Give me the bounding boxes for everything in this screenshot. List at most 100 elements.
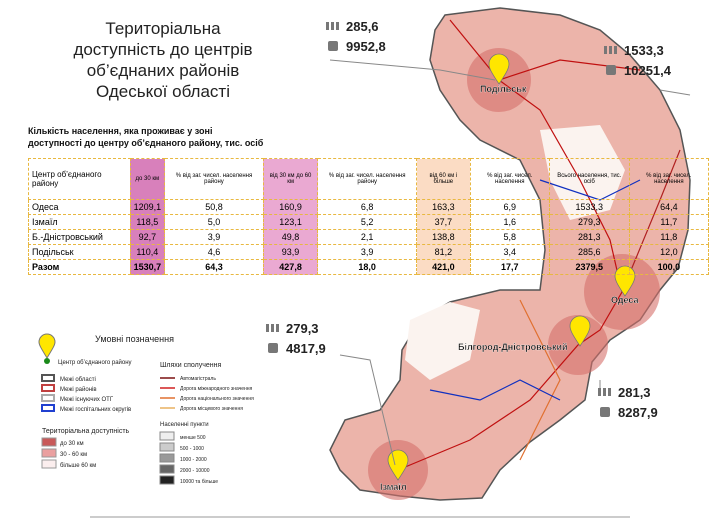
people-icon [276, 324, 279, 332]
title-line: доступність до центрів [73, 40, 253, 59]
callout-area: 8287,9 [618, 405, 658, 420]
table-cell: 110,4 [129, 244, 166, 260]
table-row: Одеса 1209,1 50,8 160,9 6,8 163,3 6,9 1533,3 64,… [28, 199, 709, 215]
legend-swatch [159, 475, 175, 485]
table-cell: 6,8 [317, 199, 418, 215]
callout-area: 9952,8 [346, 39, 386, 54]
legend-label: 1000 - 2000 [180, 457, 207, 463]
people-icon [609, 46, 612, 54]
people-icon [608, 388, 611, 396]
header-row: Центр об’єднаного району до 30 км% від за… [28, 158, 709, 200]
table-cell: 93,9 [262, 244, 319, 260]
table-cell: 421,0 [416, 259, 471, 275]
callout-population: 285,6 [346, 19, 379, 34]
legend-label: Дорога міжнародного значення [180, 386, 253, 392]
legend-subtitle: Шляхи сполучення [160, 362, 222, 369]
people-icon [271, 324, 274, 332]
table-cell: 1530,7 [129, 259, 166, 275]
legend-label: 10000 та більше [180, 479, 218, 485]
table-cell: 285,6 [548, 244, 630, 260]
title-line: Територіальна [105, 19, 221, 38]
legend-swatch [159, 431, 175, 441]
table-cell: 4,6 [164, 244, 264, 260]
legend-label: менше 500 [180, 435, 206, 441]
area-icon [268, 343, 278, 353]
legend-label: 500 - 1000 [180, 446, 204, 452]
table-cell: 427,8 [262, 259, 319, 275]
table-cell: 12,0 [628, 244, 709, 260]
legend-swatch [41, 448, 57, 458]
table-cell: 37,7 [416, 214, 471, 230]
legend-swatch [41, 374, 55, 382]
caption-line: доступності до центру об’єднаного району… [28, 138, 264, 148]
table-cell: 81,2 [416, 244, 471, 260]
legend-swatch [41, 394, 55, 402]
table-cell: 2,1 [317, 229, 418, 245]
legend-label: Дорога національного значення [180, 396, 254, 402]
legend-label: 30 - 60 км [60, 452, 87, 458]
table-cell: 3,9 [317, 244, 418, 260]
table-cell: 5,8 [469, 229, 550, 245]
area-icon [600, 407, 610, 417]
people-icon [603, 388, 606, 396]
legend-label: Центр об’єднаного району [58, 359, 132, 366]
legend-swatch [41, 437, 57, 447]
city-label: Одеса [611, 295, 639, 305]
caption-line: Кількість населення, яка проживає у зоні [28, 126, 213, 136]
table-row: Подільськ 110,4 4,6 93,9 3,9 81,2 3,4 285,6 12,0 [28, 244, 709, 260]
legend-swatch [41, 404, 55, 412]
people-icon [336, 22, 339, 30]
table: Центр об’єднаного району до 30 км% від за… [28, 158, 709, 275]
legend-swatch [159, 453, 175, 463]
legend-pin [38, 333, 56, 359]
title: Територіальна доступність до центрів об’єд… [68, 18, 258, 102]
header-cell: Всього населення, тис. осіб [548, 158, 630, 200]
leaders [329, 59, 691, 466]
people-icon [604, 46, 607, 54]
table-cell: 138,8 [416, 229, 471, 245]
table-row: Разом 1530,7 64,3 427,8 18,0 421,0 17,7 2379,5 1… [28, 259, 709, 275]
table-cell: 281,3 [548, 229, 630, 245]
pin [488, 53, 510, 85]
table-row: Ізмаїл 118,5 5,0 123,1 5,2 37,7 1,6 279,3 11,7 [28, 214, 709, 230]
far-zone [405, 302, 480, 380]
area-icon [328, 41, 338, 51]
header-cell: від 60 км і більше [416, 158, 471, 200]
table-cell: Подільськ [28, 244, 131, 260]
callout-population: 281,3 [618, 385, 651, 400]
table-cell: 163,3 [416, 199, 471, 215]
legend-label: Автомагістраль [180, 376, 216, 382]
table-cell: 17,7 [469, 259, 550, 275]
table-cell: Разом [28, 259, 131, 275]
table-cell: Ізмаїл [28, 214, 131, 230]
people-icon [326, 22, 329, 30]
table-cell: 123,1 [262, 214, 319, 230]
table-cell: 92,7 [129, 229, 166, 245]
callout-population: 1533,3 [624, 43, 664, 58]
city-label: Білгород-Дністровський [458, 342, 568, 352]
table-cell: 160,9 [262, 199, 319, 215]
header-cell: % від заг. чисел. населення району [317, 158, 418, 200]
legend-label: Дорога місцевого значення [180, 406, 243, 412]
table-cell: 11,8 [628, 229, 709, 245]
table-cell: 3,9 [164, 229, 264, 245]
table-cell: 1209,1 [129, 199, 166, 215]
table-cell: Б.-Дністровський [28, 229, 131, 245]
table-cell: 100,0 [628, 259, 709, 275]
legend-title: Умовні позначення [95, 334, 174, 344]
table-cell: 50,8 [164, 199, 264, 215]
callout-area: 4817,9 [286, 341, 326, 356]
table-cell: 18,0 [317, 259, 418, 275]
table-cell: 1,6 [469, 214, 550, 230]
table-cell: 279,3 [548, 214, 630, 230]
people-icon [598, 388, 601, 396]
legend-swatch [41, 459, 57, 469]
table-cell: 3,4 [469, 244, 550, 260]
area-icon [606, 65, 616, 75]
table-cell: 49,8 [262, 229, 319, 245]
people-icon [614, 46, 617, 54]
legend-label: 2000 - 10000 [180, 468, 210, 474]
legend-label: Межі районів [60, 386, 97, 393]
